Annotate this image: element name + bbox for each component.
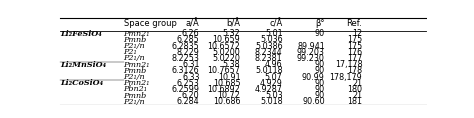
Text: Pmn2₁: Pmn2₁: [124, 30, 150, 38]
Text: 5.0386: 5.0386: [255, 42, 283, 51]
Text: 4.96: 4.96: [265, 60, 283, 69]
Text: 4.9287: 4.9287: [255, 85, 283, 94]
Text: Space group: Space group: [124, 19, 176, 28]
Text: 177: 177: [347, 54, 362, 63]
Text: 10.91: 10.91: [218, 73, 240, 82]
Text: 10.7657: 10.7657: [208, 66, 240, 75]
Text: 10.6892: 10.6892: [208, 85, 240, 94]
Text: Pmnb: Pmnb: [124, 67, 147, 75]
Text: 5.07: 5.07: [265, 73, 283, 82]
Text: 10.6572: 10.6572: [208, 42, 240, 51]
Text: Ref.: Ref.: [346, 19, 362, 28]
Text: Pmnb: Pmnb: [124, 36, 147, 44]
Text: 99.203: 99.203: [297, 48, 325, 57]
Text: 181: 181: [347, 97, 362, 106]
Text: P2₁/n: P2₁/n: [124, 98, 145, 106]
Text: 175: 175: [347, 35, 362, 44]
Text: b/Å: b/Å: [227, 19, 240, 28]
Text: 5.03: 5.03: [265, 91, 283, 100]
Text: β°: β°: [315, 19, 325, 28]
Text: P2₁/n: P2₁/n: [124, 42, 145, 50]
Text: Pmn2₁: Pmn2₁: [124, 61, 150, 69]
Text: 5.32: 5.32: [223, 29, 240, 38]
Text: Li₂MnSiO₄: Li₂MnSiO₄: [60, 61, 106, 69]
Text: Li₂FeSiO₄: Li₂FeSiO₄: [60, 30, 102, 38]
Text: 6.20: 6.20: [182, 91, 200, 100]
Text: 6.3126: 6.3126: [172, 66, 200, 75]
Text: 8.229: 8.229: [177, 48, 200, 57]
Text: 90: 90: [315, 85, 325, 94]
Text: P2₁/n: P2₁/n: [124, 54, 145, 62]
Text: 5.0118: 5.0118: [255, 66, 283, 75]
Text: 10.659: 10.659: [213, 35, 240, 44]
Text: 175: 175: [347, 42, 362, 51]
Text: 89.941: 89.941: [297, 42, 325, 51]
Text: 5.036: 5.036: [260, 35, 283, 44]
Text: 6.33: 6.33: [182, 73, 200, 82]
Text: Pmn2₁: Pmn2₁: [124, 79, 150, 87]
Text: Pbn2₁: Pbn2₁: [124, 86, 147, 93]
Text: P2₁/n: P2₁/n: [124, 73, 145, 81]
Text: 6.26: 6.26: [182, 29, 200, 38]
Text: 6.31: 6.31: [182, 60, 200, 69]
Text: 6.2835: 6.2835: [172, 42, 200, 51]
Text: 178: 178: [347, 66, 362, 75]
Text: 90: 90: [315, 29, 325, 38]
Text: 21: 21: [352, 91, 362, 100]
Text: 4.929: 4.929: [260, 79, 283, 88]
Text: 10.72: 10.72: [218, 91, 240, 100]
Text: 8.2344: 8.2344: [255, 48, 283, 57]
Text: c/Å: c/Å: [269, 19, 283, 28]
Text: 6.284: 6.284: [177, 97, 200, 106]
Text: 5.01: 5.01: [265, 29, 283, 38]
Text: 8.2253: 8.2253: [172, 54, 200, 63]
Text: 5.0220: 5.0220: [212, 54, 240, 63]
Text: 90: 90: [315, 66, 325, 75]
Text: 5.38: 5.38: [223, 60, 240, 69]
Text: 10.686: 10.686: [213, 97, 240, 106]
Text: P2₁: P2₁: [124, 48, 137, 56]
Text: 10.685: 10.685: [213, 79, 240, 88]
Text: 178,179: 178,179: [329, 73, 362, 82]
Text: Pmnb: Pmnb: [124, 92, 147, 100]
Text: 12: 12: [352, 29, 362, 38]
Text: Li₂CoSiO₄: Li₂CoSiO₄: [60, 79, 103, 87]
Text: 90.60: 90.60: [302, 97, 325, 106]
Text: 99.230: 99.230: [297, 54, 325, 63]
Text: 5.018: 5.018: [260, 97, 283, 106]
Text: 176: 176: [347, 48, 362, 57]
Text: 90: 90: [315, 60, 325, 69]
Text: 90: 90: [315, 91, 325, 100]
Text: 90.99: 90.99: [302, 73, 325, 82]
Text: 6.253: 6.253: [177, 79, 200, 88]
Text: 6.2599: 6.2599: [172, 85, 200, 94]
Text: 180: 180: [347, 85, 362, 94]
Text: 5.0200: 5.0200: [213, 48, 240, 57]
Text: 90: 90: [315, 79, 325, 88]
Text: 8.2381: 8.2381: [255, 54, 283, 63]
Text: 21: 21: [352, 79, 362, 88]
Text: 6.285: 6.285: [177, 35, 200, 44]
Text: a/Å: a/Å: [186, 19, 200, 28]
Text: 17,178: 17,178: [335, 60, 362, 69]
